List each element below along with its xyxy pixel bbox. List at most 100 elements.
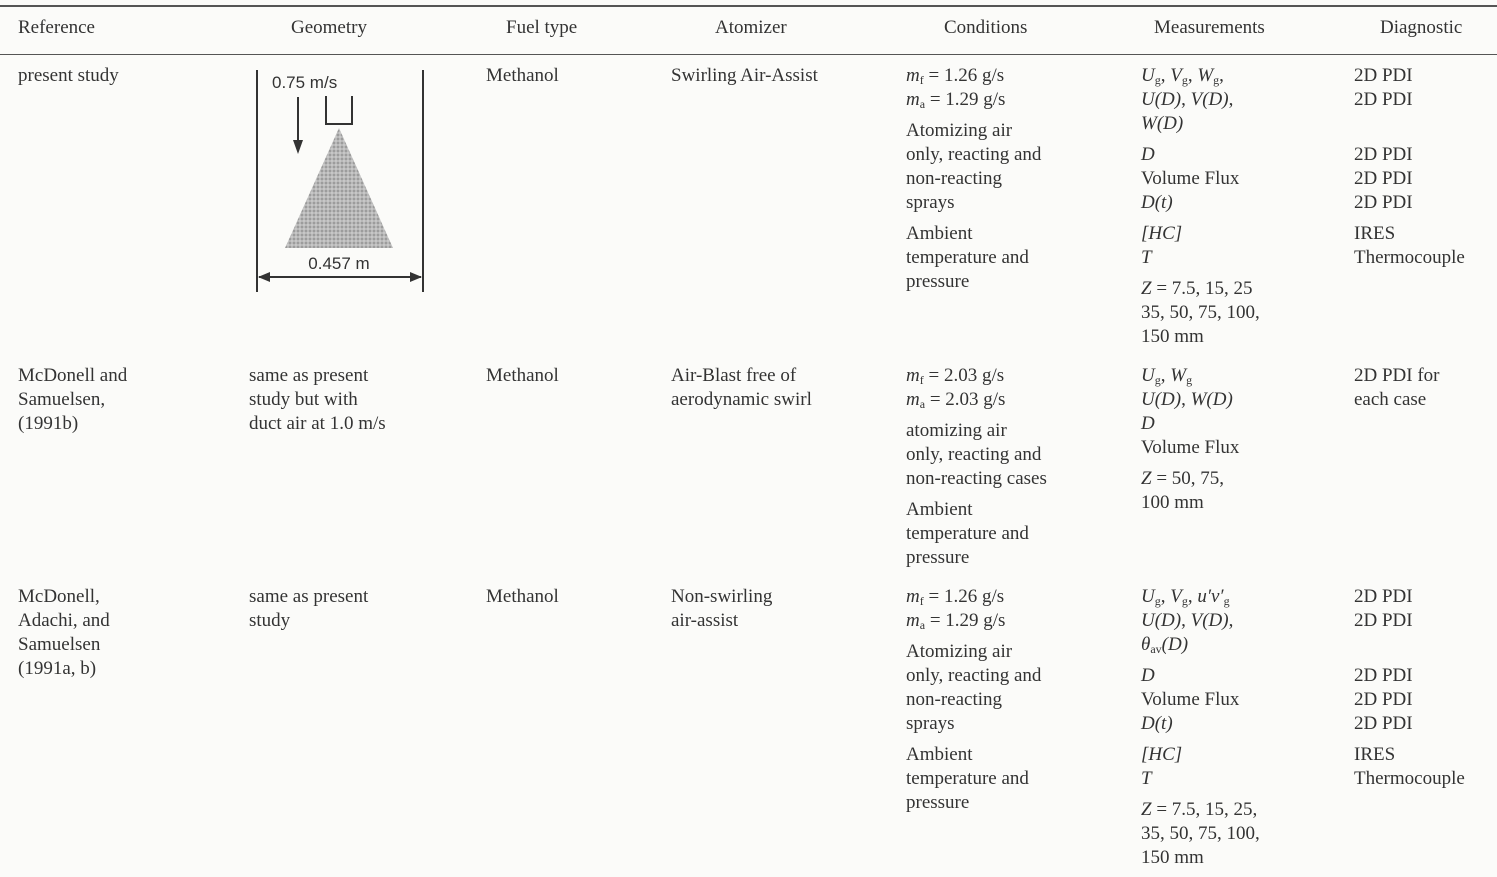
cell-line: [HC]: [1141, 743, 1260, 767]
conditions-group: Ambient temperature and pressure: [906, 743, 1041, 815]
cell-text: Methanol: [486, 365, 559, 386]
cell-line: air-assist: [671, 609, 772, 633]
cell-line: T: [1141, 246, 1260, 270]
subscript: f: [919, 373, 924, 387]
cell-line: 2D PDI: [1354, 88, 1465, 112]
cell-line: Ug, Wg: [1141, 364, 1239, 388]
text-segment: 150 mm: [1141, 847, 1204, 868]
cell-text: only, reacting and: [906, 144, 1042, 165]
cell-text: 2D PDI for: [1354, 365, 1440, 386]
symbol: U(D): [1141, 389, 1182, 410]
cell-text: air-assist: [671, 610, 739, 631]
geometry-cell: same as present study: [249, 585, 368, 633]
cell-text: Swirling Air-Assist: [671, 65, 818, 86]
cell-line: Ambient: [906, 498, 1047, 522]
cell-text: 2D PDI: [1354, 610, 1413, 631]
text-segment: ,: [1160, 365, 1171, 386]
cell-line: Volume Flux: [1141, 688, 1260, 712]
cell-line: study but with: [249, 388, 386, 412]
cell-line: only, reacting and: [906, 143, 1041, 167]
cell-text: sprays: [906, 192, 955, 213]
subscript: f: [919, 594, 924, 608]
cell-text: Air-Blast free of: [671, 365, 797, 386]
cell-text: 2D PDI: [1354, 89, 1413, 110]
text-segment: ,: [1181, 610, 1191, 631]
symbol: [HC]: [1141, 223, 1183, 244]
speed-label: 0.75 m/s: [272, 73, 337, 92]
symbol: θ: [1141, 634, 1151, 655]
symbol: m: [906, 610, 920, 631]
cell-line: Ambient: [906, 222, 1041, 246]
diagnostic-cell: 2D PDI 2D PDI 2D PDI 2D PDI 2D PDI IRES Thermo…: [1354, 64, 1465, 277]
column-header: Atomizer: [715, 17, 787, 38]
reference-cell: McDonell, Adachi, and Samuelsen (1991a, b): [18, 585, 110, 681]
diagnostic-group: 2D PDI for each case: [1354, 364, 1440, 460]
cell-text: study: [249, 610, 291, 631]
subscript: g: [1223, 594, 1230, 608]
cell-line: 2D PDI: [1354, 712, 1465, 736]
cell-text: 2D PDI: [1354, 144, 1413, 165]
cell-line: present study: [18, 64, 119, 88]
symbol: (D): [1161, 634, 1189, 655]
conditions-group: Atomizing air only, reacting and non-react…: [906, 119, 1041, 215]
cell-line: 2D PDI for: [1354, 364, 1440, 388]
text-segment: = 2.03 g/s: [923, 365, 1005, 386]
cell-text: 2D PDI: [1354, 689, 1413, 710]
cell-text: temperature and: [906, 768, 1029, 789]
cell-text: Thermocouple: [1354, 247, 1465, 268]
text-segment: = 7.5, 15, 25: [1151, 278, 1253, 299]
cell-line: Swirling Air-Assist: [671, 64, 818, 88]
cell-line: only, reacting and: [906, 443, 1047, 467]
measurements-group: [HC] T: [1141, 222, 1260, 270]
cell-line: 2D PDI: [1354, 143, 1465, 167]
cell-line: ma = 1.29 g/s: [906, 88, 1041, 112]
subscript: av: [1150, 642, 1162, 656]
cell-line: Thermocouple: [1354, 246, 1465, 270]
cell-text: 2D PDI: [1354, 192, 1413, 213]
cell-text: 2D PDI: [1354, 713, 1413, 734]
cell-line: 35, 50, 75, 100,: [1141, 301, 1260, 325]
cell-text: McDonell,: [18, 586, 100, 607]
conditions-group: mf = 1.26 g/s ma = 1.29 g/s: [906, 585, 1041, 633]
cell-line: Z = 50, 75,: [1141, 467, 1239, 491]
cell-line: Z = 7.5, 15, 25,: [1141, 798, 1260, 822]
cell-text: non-reacting cases: [906, 468, 1047, 489]
cell-line: sprays: [906, 712, 1041, 736]
cell-line: 2D PDI: [1354, 167, 1465, 191]
conditions-group: atomizing air only, reacting and non-react…: [906, 419, 1047, 491]
cell-text: same as present: [249, 586, 369, 607]
symbol: D(t): [1141, 192, 1173, 213]
cell-text: pressure: [906, 792, 970, 813]
subscript: g: [1213, 73, 1220, 87]
cell-line: Samuelsen: [18, 633, 110, 657]
text-segment: ,: [1187, 65, 1198, 86]
cell-line: D: [1141, 664, 1260, 688]
cell-text: only, reacting and: [906, 665, 1042, 686]
cell-line: mf = 1.26 g/s: [906, 585, 1041, 609]
arrow-head: [293, 140, 303, 154]
symbol: D: [1141, 665, 1155, 686]
cell-text: pressure: [906, 271, 970, 292]
cell-line: non-reacting: [906, 167, 1041, 191]
subscript: g: [1154, 73, 1161, 87]
cell-text: same as present: [249, 365, 369, 386]
text-segment: ,: [1228, 610, 1234, 631]
cell-text: non-reacting: [906, 168, 1003, 189]
cell-text: Thermocouple: [1354, 768, 1465, 789]
symbol: m: [906, 65, 920, 86]
fuel-cell: Methanol: [486, 64, 559, 88]
measurements-group: Ug, Vg, u′v′g U(D), V(D), θav(D): [1141, 585, 1260, 657]
cell-line: only, reacting and: [906, 664, 1041, 688]
cell-line: 2D PDI: [1354, 664, 1465, 688]
cell-line: 100 mm: [1141, 491, 1239, 515]
text-segment: Volume Flux: [1141, 437, 1240, 458]
symbol: V(D): [1190, 89, 1229, 110]
cell-line: T: [1141, 767, 1260, 791]
width-label: 0.457 m: [308, 254, 369, 273]
cell-line: mf = 2.03 g/s: [906, 364, 1047, 388]
measurements-cell: Ug, Vg, Wg, U(D), V(D), W(D) D Volume Flux D(…: [1141, 64, 1260, 356]
cell-line: Ug, Vg, u′v′g: [1141, 585, 1260, 609]
symbol: V: [1170, 65, 1182, 86]
subscript: g: [1186, 373, 1193, 387]
conditions-group: mf = 1.26 g/s ma = 1.29 g/s: [906, 64, 1041, 112]
